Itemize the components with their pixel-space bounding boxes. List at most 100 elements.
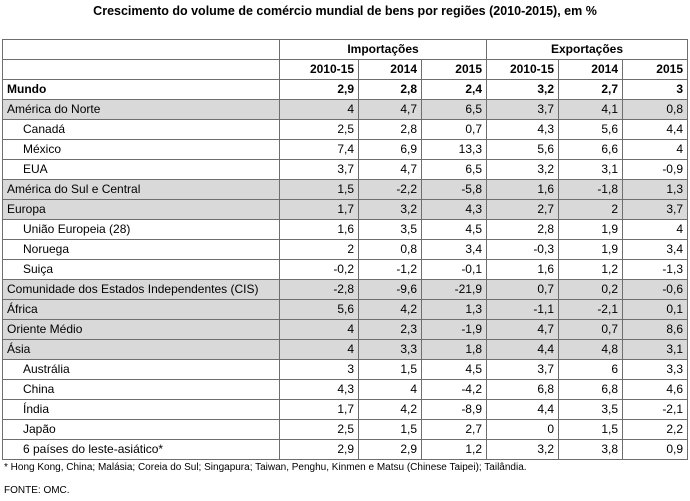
value-cell: 5,6: [486, 139, 559, 160]
row-label: EUA: [2, 159, 280, 180]
value-cell: 4,2: [358, 299, 422, 320]
value-cell: 2,3: [358, 319, 422, 340]
period-header-row: 2010-15 2014 2015 2010-15 2014 2015: [2, 59, 688, 80]
value-cell: 3,7: [486, 99, 559, 120]
value-cell: 6,5: [421, 159, 487, 180]
value-cell: 2,9: [279, 79, 359, 100]
value-cell: 0,7: [486, 279, 559, 300]
value-cell: 4,3: [421, 199, 487, 220]
imports-header: Importações: [279, 39, 487, 60]
region-row: América do Sul e Central 1,5 -2,2 -5,8 1,6 -1…: [2, 179, 688, 200]
value-cell: 6,9: [358, 139, 422, 160]
country-row: 6 países do leste-asiático* 2,9 2,9 1,2 3,2 3…: [2, 439, 688, 460]
row-label: Austrália: [2, 359, 280, 380]
value-cell: 3,7: [486, 359, 559, 380]
row-label: América do Norte: [2, 99, 280, 120]
group-header-row: Importações Exportações: [2, 39, 688, 60]
row-label: América do Sul e Central: [2, 179, 280, 200]
row-label: Canadá: [2, 119, 280, 140]
source-note: FONTE: OMC.: [4, 485, 70, 496]
value-cell: 7,4: [279, 139, 359, 160]
value-cell: -0,6: [622, 279, 688, 300]
value-cell: 1,2: [558, 259, 623, 280]
value-cell: -1,9: [421, 319, 487, 340]
value-cell: 4,5: [421, 359, 487, 380]
value-cell: 4,6: [622, 379, 688, 400]
country-row: Canadá 2,5 2,8 0,7 4,3 5,6 4,4: [2, 119, 688, 140]
value-cell: 6,8: [558, 379, 623, 400]
value-cell: 4,4: [486, 399, 559, 420]
value-cell: -0,1: [421, 259, 487, 280]
value-cell: -2,8: [279, 279, 359, 300]
value-cell: -2,2: [358, 179, 422, 200]
value-cell: 6,6: [558, 139, 623, 160]
value-cell: 1,9: [558, 239, 623, 260]
trade-growth-table: Importações Exportações 2010-15 2014 201…: [2, 39, 688, 460]
value-cell: -0,9: [622, 159, 688, 180]
table-body: Mundo 2,9 2,8 2,4 3,2 2,7 3 América do Norte 4 4,…: [2, 79, 688, 460]
value-cell: 3: [279, 359, 359, 380]
value-cell: 2,5: [279, 119, 359, 140]
period-header: 2010-15: [279, 59, 359, 80]
value-cell: 4,7: [358, 99, 422, 120]
value-cell: 1,8: [421, 339, 487, 360]
value-cell: 3,2: [358, 199, 422, 220]
value-cell: 4,4: [486, 339, 559, 360]
value-cell: 4,5: [421, 219, 487, 240]
region-row: Ásia 4 3,3 1,8 4,4 4,8 3,1: [2, 339, 688, 360]
value-cell: -4,2: [421, 379, 487, 400]
value-cell: 2: [279, 239, 359, 260]
footnote: * Hong Kong, China; Malásia; Coreia do S…: [4, 462, 527, 473]
country-row: Noruega 2 0,8 3,4 -0,3 1,9 3,4: [2, 239, 688, 260]
value-cell: 4,7: [358, 159, 422, 180]
value-cell: 1,7: [279, 199, 359, 220]
value-cell: 1,5: [358, 419, 422, 440]
value-cell: 4,4: [622, 119, 688, 140]
value-cell: 2,9: [358, 439, 422, 460]
value-cell: 2,8: [358, 119, 422, 140]
country-row: EUA 3,7 4,7 6,5 3,2 3,1 -0,9: [2, 159, 688, 180]
value-cell: 3,3: [622, 359, 688, 380]
value-cell: 4: [622, 139, 688, 160]
value-cell: 3,5: [358, 219, 422, 240]
region-row: Comunidade dos Estados Independentes (CI…: [2, 279, 688, 300]
value-cell: 13,3: [421, 139, 487, 160]
value-cell: 4,2: [358, 399, 422, 420]
value-cell: 3,1: [558, 159, 623, 180]
value-cell: 4,8: [558, 339, 623, 360]
value-cell: 4,3: [279, 379, 359, 400]
value-cell: -21,9: [421, 279, 487, 300]
value-cell: 3,1: [622, 339, 688, 360]
region-row: Europa 1,7 3,2 4,3 2,7 2 3,7: [2, 199, 688, 220]
value-cell: -8,9: [421, 399, 487, 420]
value-cell: 2: [558, 199, 623, 220]
value-cell: 5,6: [558, 119, 623, 140]
value-cell: 2,7: [486, 199, 559, 220]
value-cell: 5,6: [279, 299, 359, 320]
world-row: Mundo 2,9 2,8 2,4 3,2 2,7 3: [2, 79, 688, 100]
exports-header: Exportações: [486, 39, 688, 60]
value-cell: -0,2: [279, 259, 359, 280]
value-cell: 4,7: [486, 319, 559, 340]
value-cell: 1,3: [622, 179, 688, 200]
value-cell: 3,8: [558, 439, 623, 460]
country-row: Suiça -0,2 -1,2 -0,1 1,6 1,2 -1,3: [2, 259, 688, 280]
value-cell: -9,6: [358, 279, 422, 300]
value-cell: 2,7: [421, 419, 487, 440]
row-label: África: [2, 299, 280, 320]
country-row: Japão 2,5 1,5 2,7 0 1,5 2,2: [2, 419, 688, 440]
row-label: Europa: [2, 199, 280, 220]
value-cell: 3,2: [486, 159, 559, 180]
value-cell: -1,8: [558, 179, 623, 200]
value-cell: 1,3: [421, 299, 487, 320]
value-cell: 0,1: [622, 299, 688, 320]
value-cell: 3,4: [622, 239, 688, 260]
value-cell: -1,1: [486, 299, 559, 320]
value-cell: 2,4: [421, 79, 487, 100]
row-label: Comunidade dos Estados Independentes (CI…: [2, 279, 280, 300]
row-label: China: [2, 379, 280, 400]
country-row: México 7,4 6,9 13,3 5,6 6,6 4: [2, 139, 688, 160]
value-cell: 3,7: [279, 159, 359, 180]
value-cell: 3,2: [486, 79, 559, 100]
value-cell: -1,3: [622, 259, 688, 280]
